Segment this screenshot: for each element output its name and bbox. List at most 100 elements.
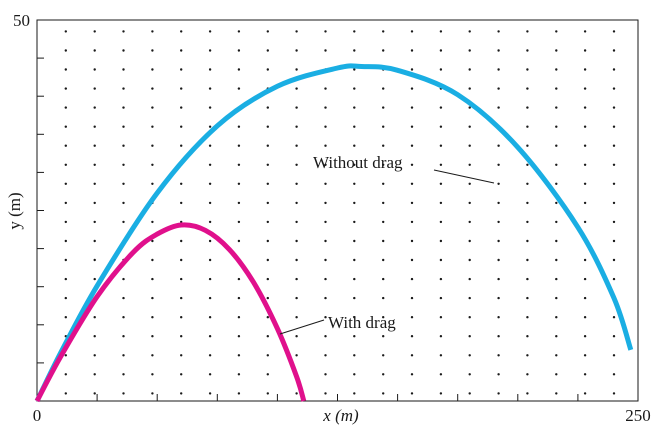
grid-dot	[64, 106, 68, 109]
grid-dot	[295, 316, 298, 319]
grid-dot	[468, 182, 471, 185]
grid-dot	[151, 68, 154, 71]
grid-dot	[555, 373, 558, 376]
grid-dot	[324, 106, 327, 109]
grid-dot	[266, 220, 269, 224]
grid-dot	[612, 30, 616, 33]
grid-dot	[237, 296, 241, 300]
grid-dot	[612, 201, 616, 205]
grid-dot	[208, 335, 212, 338]
grid-dot	[612, 163, 616, 166]
grid-dot	[583, 277, 587, 281]
grid-dot	[353, 277, 356, 281]
grid-dot	[468, 354, 471, 357]
series-line-without-drag	[34, 63, 634, 403]
grid-dot	[439, 354, 443, 357]
grid-dot	[122, 296, 125, 300]
grid-dot	[151, 49, 154, 52]
grid-dot	[583, 49, 587, 52]
grid-dot	[612, 373, 616, 376]
grid-dot	[526, 30, 529, 33]
annotation-leaders	[279, 169, 495, 335]
grid-dot	[237, 239, 241, 243]
grid-dot	[439, 125, 443, 128]
grid-dot	[266, 392, 269, 395]
grid-dot	[180, 258, 183, 262]
grid-dot	[468, 87, 471, 90]
grid-dot	[122, 30, 125, 33]
grid-dot	[324, 335, 327, 338]
grid-dot	[410, 277, 414, 281]
grid-dot	[208, 30, 212, 33]
grid-dot	[93, 392, 96, 395]
grid-dot	[555, 277, 558, 281]
grid-dot	[93, 316, 96, 319]
grid-dot	[497, 87, 500, 90]
grid-dot	[583, 316, 587, 319]
grid-dot	[93, 258, 96, 262]
grid-dot	[151, 144, 154, 147]
grid-dot	[439, 316, 443, 319]
grid-dot	[64, 296, 68, 300]
grid-dot	[180, 49, 183, 52]
grid-dot	[583, 125, 587, 128]
grid-dot	[468, 163, 471, 166]
grid-dot	[612, 68, 616, 71]
grid-dot	[468, 49, 471, 52]
grid-dot	[151, 277, 154, 281]
grid-dot	[266, 144, 269, 147]
grid-dot	[382, 239, 385, 243]
grid-dot	[555, 354, 558, 357]
grid-dot	[324, 87, 327, 90]
grid-dot	[439, 182, 443, 185]
grid-dot	[237, 220, 241, 224]
grid-dot	[555, 106, 558, 109]
y-tick-label-top: 50	[13, 11, 30, 30]
grid-dot	[93, 163, 96, 166]
grid-dot	[382, 277, 385, 281]
grid-dot	[353, 68, 356, 71]
grid-dot	[93, 30, 96, 33]
grid-dot	[122, 392, 125, 395]
grid-dot	[410, 106, 414, 109]
grid-dot	[180, 144, 183, 147]
grid-dot	[439, 106, 443, 109]
grid-dot	[468, 201, 471, 205]
grid-dot	[208, 373, 212, 376]
grid-dot	[353, 163, 356, 166]
grid-dot	[266, 106, 269, 109]
grid-dot	[93, 125, 96, 128]
grid-dot	[583, 354, 587, 357]
grid-dot	[324, 144, 327, 147]
grid-dot	[612, 125, 616, 128]
grid-dot	[555, 220, 558, 224]
grid-dot	[208, 49, 212, 52]
grid-dot	[468, 68, 471, 71]
grid-dot	[295, 354, 298, 357]
grid-dot	[64, 277, 68, 281]
grid-dot	[497, 49, 500, 52]
grid-dot	[237, 125, 241, 128]
grid-dot	[324, 125, 327, 128]
grid-dot	[266, 258, 269, 262]
grid-dot	[555, 258, 558, 262]
grid-dot	[612, 106, 616, 109]
grid-dot	[353, 182, 356, 185]
grid-dot	[353, 335, 356, 338]
grid-dot	[93, 87, 96, 90]
grid-dot	[410, 163, 414, 166]
grid-dot	[439, 277, 443, 281]
grid-dot	[93, 68, 96, 71]
grid-dot	[93, 373, 96, 376]
grid-dot	[468, 335, 471, 338]
grid-dot	[410, 68, 414, 71]
grid-dot	[324, 354, 327, 357]
grid-dot	[266, 277, 269, 281]
grid-dot	[382, 49, 385, 52]
grid-dot	[410, 220, 414, 224]
grid-dot	[497, 258, 500, 262]
grid-dot	[122, 49, 125, 52]
grid-dot	[180, 316, 183, 319]
grid-dot	[151, 316, 154, 319]
grid-dot	[93, 354, 96, 357]
